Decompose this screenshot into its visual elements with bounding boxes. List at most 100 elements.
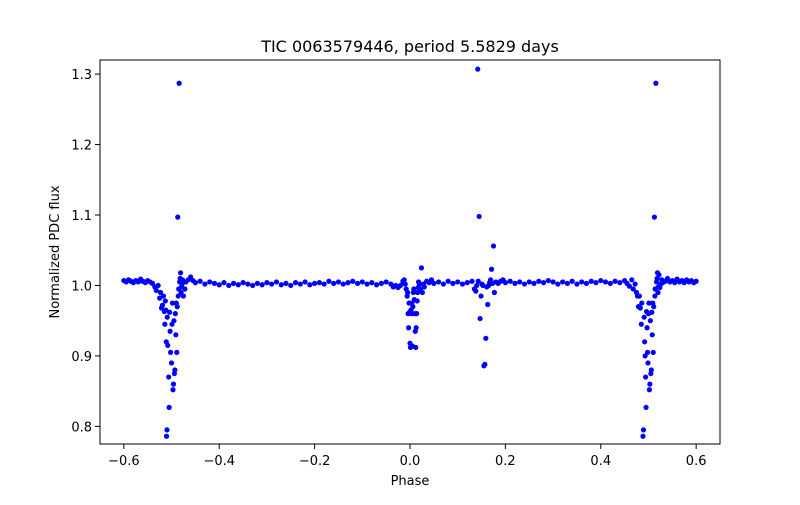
data-point — [445, 278, 451, 284]
data-point — [157, 289, 164, 296]
data-point — [617, 280, 623, 286]
data-point — [230, 280, 237, 286]
data-point — [164, 314, 170, 320]
data-point — [413, 344, 419, 351]
data-point — [579, 279, 585, 285]
data-point — [569, 278, 575, 284]
data-point — [474, 282, 480, 289]
data-point — [350, 278, 356, 284]
data-point — [644, 349, 651, 355]
data-point — [419, 289, 425, 296]
data-point — [655, 289, 661, 296]
data-point — [307, 282, 313, 288]
data-point — [598, 277, 604, 284]
data-point — [172, 367, 178, 373]
data-point — [415, 289, 421, 296]
data-point — [207, 279, 213, 285]
data-point — [531, 280, 537, 286]
y-axis-label: Normalized PDC flux — [48, 185, 63, 318]
data-point — [652, 293, 658, 299]
data-point — [354, 280, 361, 286]
data-point — [359, 279, 365, 285]
data-point — [157, 295, 163, 301]
data-point — [459, 281, 466, 287]
data-point — [475, 278, 481, 284]
data-point — [693, 278, 699, 284]
x-tick-label: 0.0 — [400, 454, 421, 469]
data-point — [264, 280, 270, 286]
data-point — [650, 349, 656, 355]
data-point — [647, 318, 653, 324]
data-point — [221, 280, 227, 286]
data-point — [638, 321, 644, 327]
x-tick-label: 0.2 — [495, 454, 516, 469]
data-point — [646, 300, 652, 306]
data-point — [555, 281, 561, 287]
y-tick-label: 1.0 — [71, 279, 92, 294]
data-point — [491, 289, 498, 296]
data-point — [507, 278, 513, 284]
data-point — [644, 325, 650, 331]
data-point — [162, 321, 168, 327]
data-point — [167, 309, 173, 315]
data-point — [632, 281, 638, 287]
data-point — [179, 281, 185, 287]
x-tick-label: −0.2 — [299, 454, 331, 469]
data-point — [174, 304, 180, 310]
data-point — [292, 280, 299, 286]
data-point — [402, 281, 408, 287]
data-point — [159, 302, 166, 308]
data-point — [235, 282, 241, 288]
data-point — [153, 287, 159, 293]
data-point — [397, 282, 404, 289]
data-point — [192, 280, 198, 286]
data-point — [405, 325, 412, 331]
data-point — [637, 305, 643, 311]
y-tick-label: 1.3 — [71, 68, 92, 83]
x-tick-label: 0.6 — [686, 454, 707, 469]
data-point — [602, 279, 609, 285]
data-point — [588, 278, 594, 284]
x-axis-label: Phase — [391, 474, 430, 489]
data-point — [165, 342, 171, 348]
data-point — [250, 282, 256, 289]
data-point — [302, 279, 308, 285]
data-point — [180, 293, 187, 299]
data-point — [202, 281, 208, 287]
data-point — [629, 277, 635, 283]
data-point — [440, 281, 446, 287]
data-point — [482, 361, 488, 367]
data-point — [163, 307, 169, 313]
data-point — [168, 360, 175, 366]
data-point — [405, 289, 411, 296]
data-point — [540, 280, 547, 286]
data-point — [166, 404, 172, 410]
data-point — [612, 278, 618, 284]
data-point — [176, 80, 182, 86]
data-point — [182, 286, 188, 292]
x-tick-label: −0.6 — [108, 454, 140, 469]
data-point — [593, 280, 599, 286]
data-point — [259, 282, 265, 288]
data-point — [170, 387, 176, 393]
x-tick-label: 0.4 — [590, 454, 611, 469]
data-point — [169, 300, 176, 306]
y-tick-label: 0.9 — [71, 350, 92, 365]
data-point — [226, 282, 232, 289]
data-point — [521, 281, 528, 287]
data-point — [651, 214, 658, 220]
data-point — [455, 279, 461, 285]
data-point — [321, 281, 327, 287]
data-point — [643, 404, 649, 410]
data-point — [175, 214, 181, 220]
data-point — [464, 280, 470, 286]
data-point — [517, 279, 523, 285]
data-point — [410, 304, 416, 310]
data-point — [374, 282, 380, 288]
y-tick-label: 1.1 — [71, 209, 92, 224]
data-point — [288, 282, 294, 289]
data-point — [383, 279, 389, 285]
data-point — [413, 325, 419, 331]
